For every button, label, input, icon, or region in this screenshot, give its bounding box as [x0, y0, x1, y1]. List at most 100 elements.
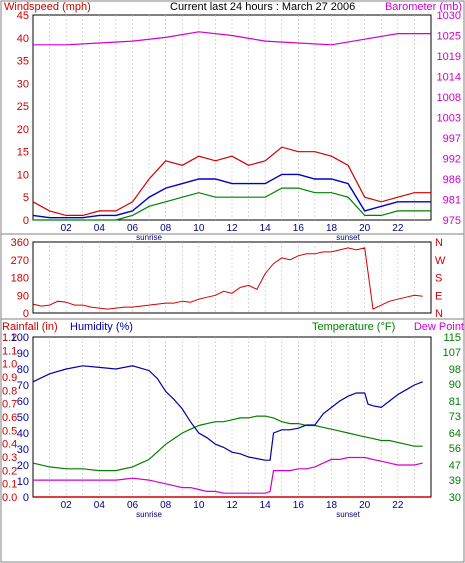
- x-tick-label: 02: [61, 500, 73, 511]
- barometer-axis-label: Barometer (mb): [385, 1, 462, 13]
- x-tick-label: 10: [193, 223, 205, 234]
- x-tick-label: 18: [326, 223, 338, 234]
- temperature-tick-label: 56: [449, 443, 461, 455]
- x-tick-label: 04: [94, 500, 106, 511]
- rainfall-tick-label: 0.6: [2, 412, 17, 424]
- humidity-tick-label: 60: [17, 396, 29, 408]
- x-tick-label: 04: [94, 223, 106, 234]
- temperature-tick-label: 73: [449, 411, 461, 423]
- temperature-tick-label: 30: [449, 492, 461, 504]
- wind-tick-label: 20: [17, 124, 29, 136]
- compass-tick-label: W: [435, 255, 446, 267]
- x-tick-label: 12: [226, 223, 238, 234]
- temperature-tick-label: 64: [449, 428, 461, 440]
- wind-tick-label: 5: [23, 192, 29, 204]
- x-tick-label: 02: [61, 223, 73, 234]
- wind-tick-label: 25: [17, 101, 29, 113]
- barometer-tick-label: 1014: [437, 72, 461, 84]
- sunset-label: sunset: [336, 233, 360, 242]
- humidity-tick-label: 100: [11, 332, 29, 344]
- x-tick-label: 18: [326, 500, 338, 511]
- temperature-tick-label: 81: [449, 396, 461, 408]
- rainfall-tick-label: 0.2: [2, 465, 17, 477]
- panel-frame-2: [32, 241, 432, 314]
- x-tick-label: 22: [392, 500, 404, 511]
- dewpoint-line: [33, 456, 423, 494]
- compass-tick-label: S: [435, 273, 442, 285]
- sunrise-label: sunrise: [136, 510, 162, 519]
- rainfall-tick-label: 0.4: [2, 439, 17, 451]
- barometer-tick-label: 975: [443, 215, 461, 227]
- dewpoint-axis-label: Dew Point: [414, 321, 464, 333]
- x-tick-label: 16: [293, 223, 305, 234]
- humidity-axis-label: Humidity (%): [70, 321, 133, 333]
- wind-tick-label: 45: [17, 10, 29, 22]
- x-tick-label: 14: [260, 500, 272, 511]
- x-tick-label: 20: [359, 500, 371, 511]
- compass-tick-label: N: [435, 237, 443, 249]
- temperature-tick-label: 98: [449, 364, 461, 376]
- humidity-tick-label: 20: [17, 460, 29, 472]
- barometer-line: [33, 31, 431, 46]
- rainfall-tick-label: 0.1: [2, 479, 17, 491]
- barometer-tick-label: 1025: [437, 31, 461, 43]
- barometer-tick-label: 1008: [437, 92, 461, 104]
- humidity-tick-label: 70: [17, 380, 29, 392]
- direction-tick-label: 90: [17, 290, 29, 302]
- direction-tick-label: 270: [11, 255, 29, 267]
- compass-tick-label: E: [435, 290, 442, 302]
- chart-title: Current last 24 hours : March 27 2006: [170, 1, 355, 13]
- x-tick-label: 20: [359, 223, 371, 234]
- temperature-axis-label: Temperature (°F): [312, 321, 395, 333]
- humidity-tick-label: 0: [23, 492, 29, 504]
- humidity-tick-label: 80: [17, 364, 29, 376]
- wind-tick-label: 35: [17, 56, 29, 68]
- rainfall-tick-label: 1.0: [2, 359, 17, 371]
- humidity-line: [32, 365, 423, 461]
- direction-tick-label: 360: [11, 237, 29, 249]
- rainfall-axis-label: Rainfall (in): [2, 321, 58, 333]
- rainfall-tick-label: 0.5: [2, 425, 17, 437]
- direction-tick-label: 180: [11, 273, 29, 285]
- x-tick-label: 16: [293, 500, 305, 511]
- barometer-tick-label: 986: [443, 174, 461, 186]
- x-tick-label: 22: [392, 223, 404, 234]
- barometer-tick-label: 1019: [437, 51, 461, 63]
- humidity-tick-label: 90: [17, 348, 29, 360]
- barometer-tick-label: 992: [443, 154, 461, 166]
- wind-lull-line: [33, 187, 431, 221]
- wind-tick-label: 10: [17, 169, 29, 181]
- temperature-tick-label: 90: [449, 379, 461, 391]
- temperature-tick-label: 107: [443, 347, 461, 359]
- wind-tick-label: 0: [23, 215, 29, 227]
- rainfall-tick-label: 0.3: [2, 452, 17, 464]
- barometer-tick-label: 981: [443, 195, 461, 207]
- wind-direction-line: [32, 247, 423, 310]
- barometer-tick-label: 997: [443, 133, 461, 145]
- temperature-tick-label: 115: [443, 332, 461, 344]
- direction-tick-label: 0: [23, 308, 29, 320]
- temperature-line: [32, 415, 423, 472]
- rainfall-tick-label: 1.2: [2, 332, 17, 344]
- sunrise-label: sunrise: [136, 233, 162, 242]
- humidity-tick-label: 30: [17, 444, 29, 456]
- x-tick-label: 06: [127, 223, 139, 234]
- wind-tick-label: 40: [17, 33, 29, 45]
- wind-average-line: [32, 173, 431, 219]
- x-tick-label: 08: [160, 500, 172, 511]
- x-tick-label: 14: [260, 223, 272, 234]
- x-tick-label: 10: [193, 500, 205, 511]
- rainfall-tick-label: 1.1: [2, 345, 17, 357]
- temperature-tick-label: 47: [449, 460, 461, 472]
- rainfall-tick-label: 0.9: [2, 372, 17, 384]
- windspeed-axis-label: Windspeed (mph): [4, 1, 91, 13]
- rainfall-tick-label: 0.8: [2, 385, 17, 397]
- humidity-tick-label: 40: [17, 428, 29, 440]
- x-tick-label: 12: [226, 500, 238, 511]
- wind-tick-label: 30: [17, 78, 29, 90]
- barometer-tick-label: 1030: [437, 10, 461, 22]
